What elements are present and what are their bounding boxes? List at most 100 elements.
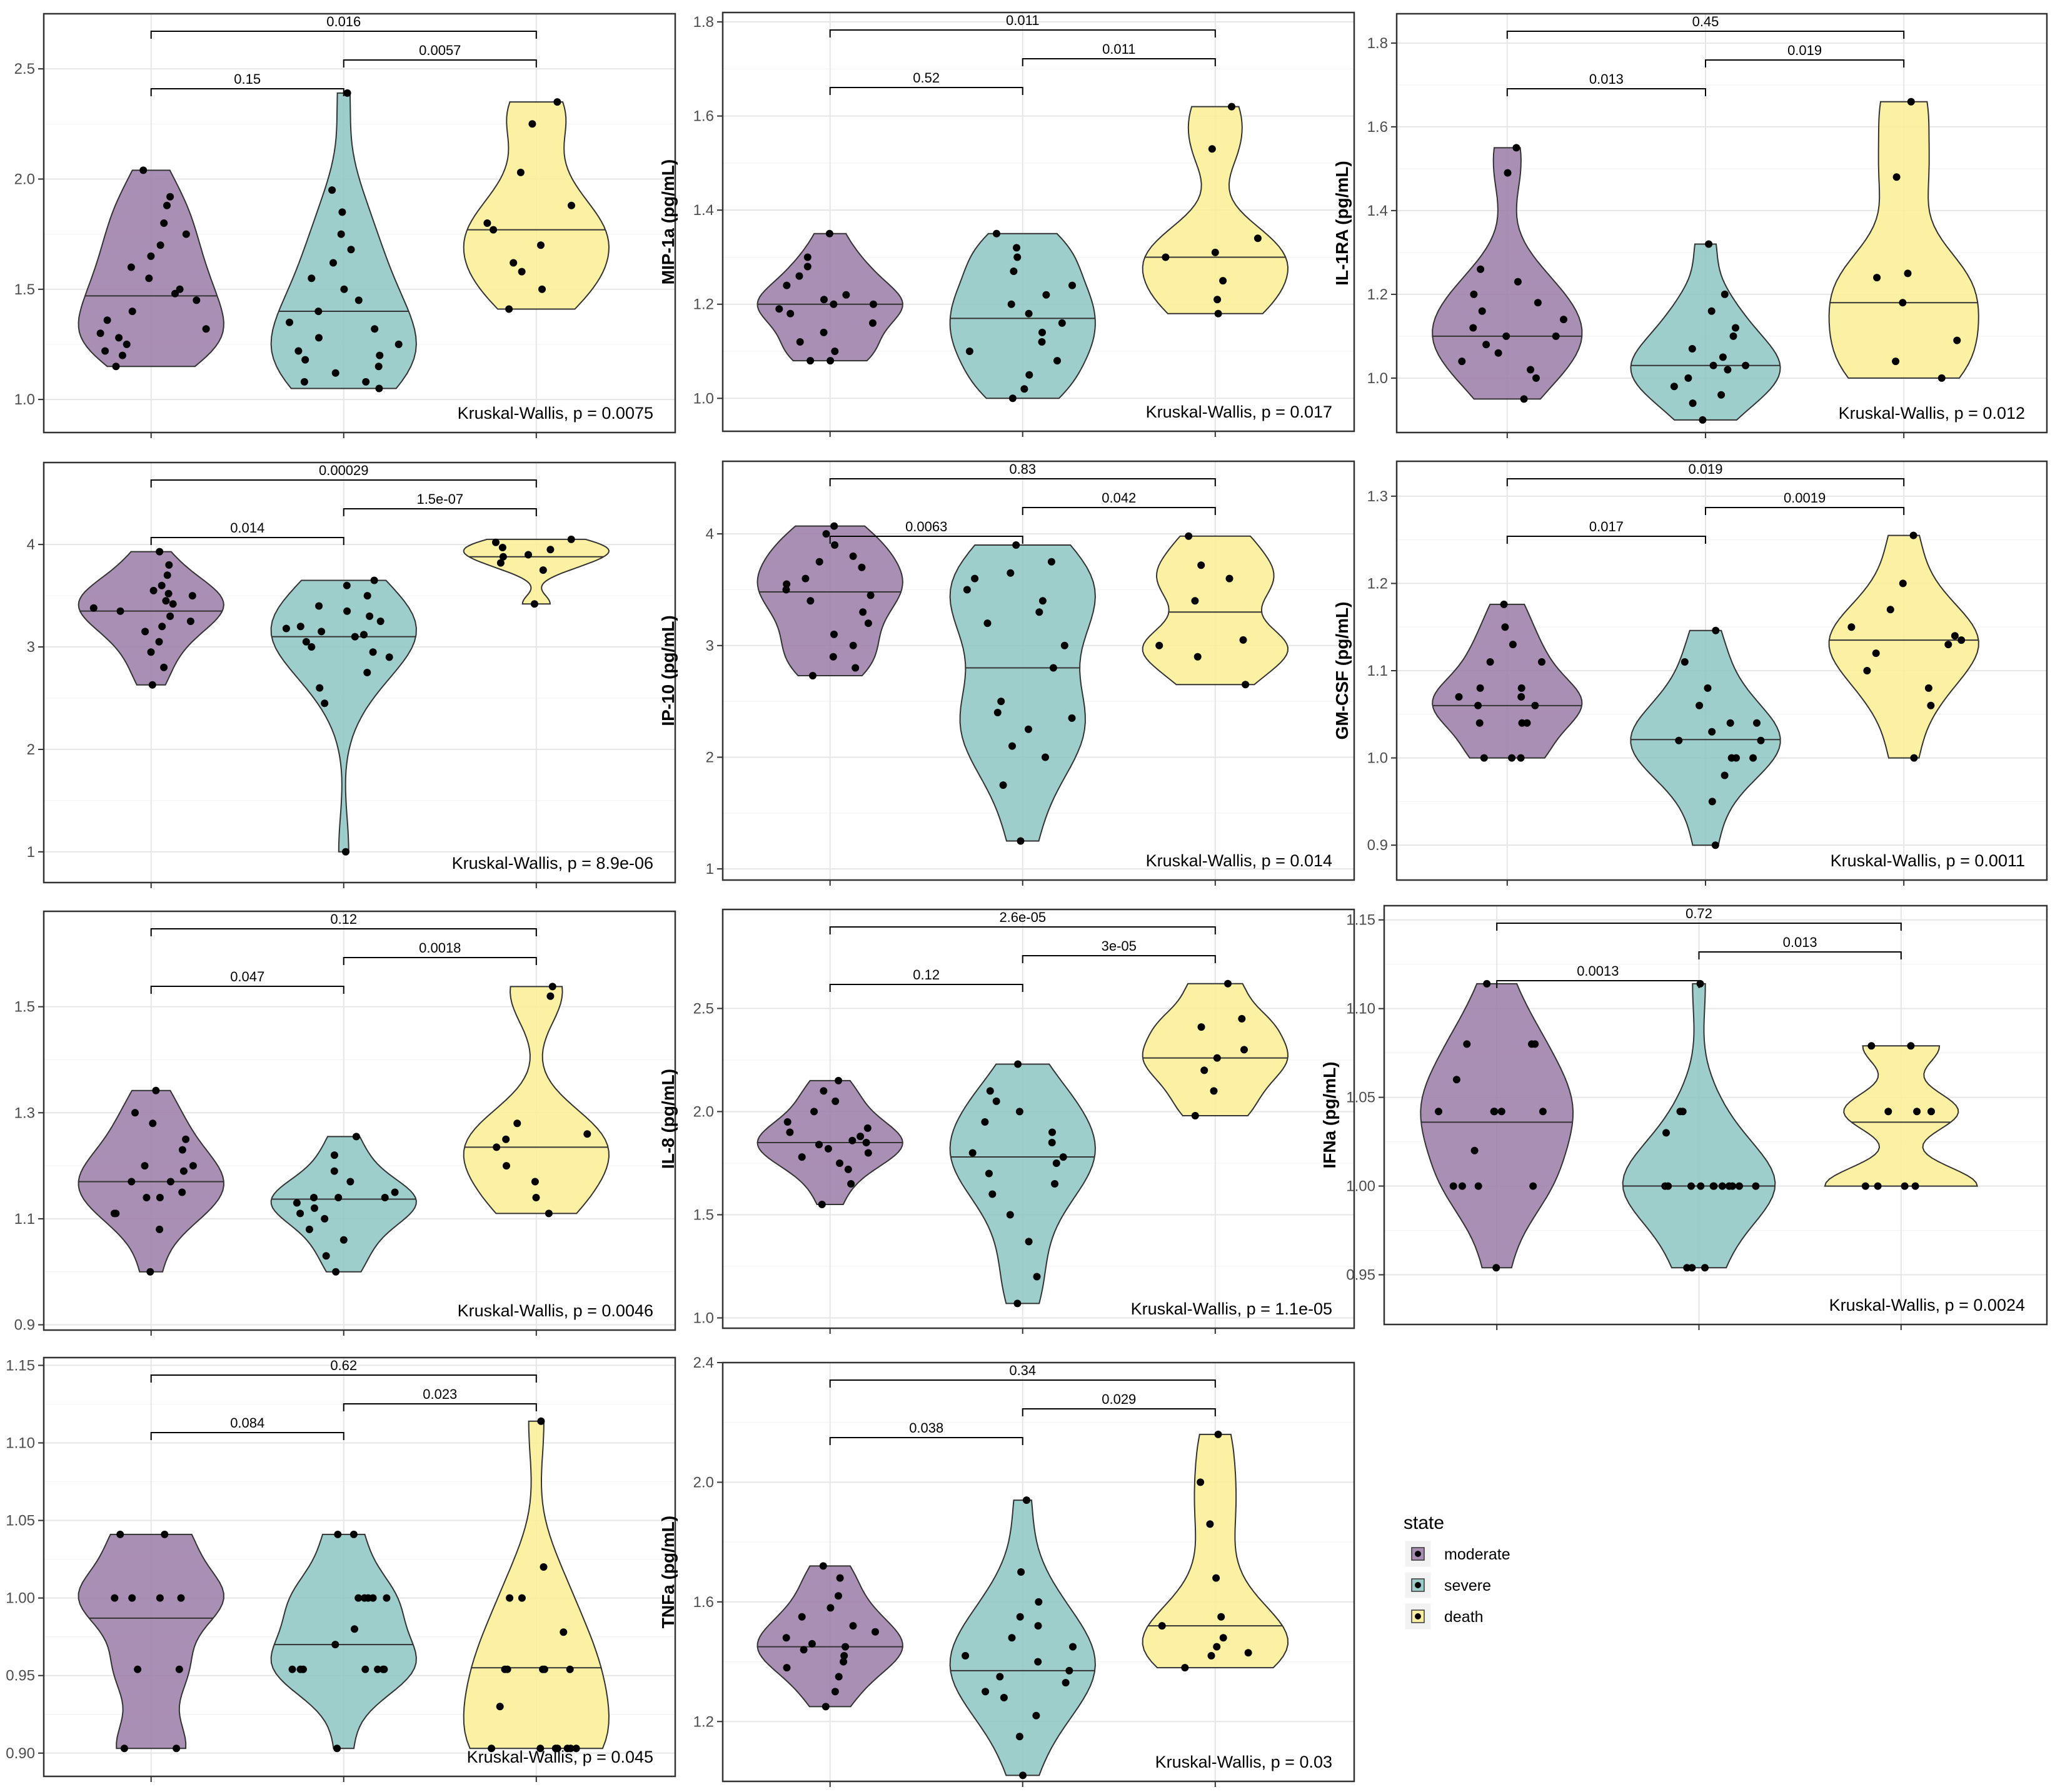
- y-axis-title: GM-CSF (pg/mL): [1332, 602, 1352, 740]
- data-point-moderate: [175, 1665, 183, 1673]
- comparison-p-value: 0.011: [1006, 13, 1039, 28]
- comparison-bracket: [150, 479, 537, 488]
- data-point-severe: [997, 698, 1005, 706]
- data-point-death: [1239, 636, 1247, 644]
- data-point-severe: [310, 1194, 318, 1201]
- y-tick-label: 0.95: [1346, 1267, 1375, 1284]
- data-point-death: [498, 544, 506, 551]
- data-point-moderate: [849, 1622, 857, 1630]
- comparison-bracket: [829, 478, 1216, 486]
- comparison-bracket: [1705, 59, 1905, 68]
- data-point-moderate: [182, 230, 190, 238]
- data-point-moderate: [188, 592, 196, 600]
- data-point-death: [1224, 979, 1232, 988]
- data-point-death: [1873, 274, 1881, 282]
- data-point-moderate: [842, 291, 850, 299]
- comparison-p-value: 0.83: [1009, 461, 1036, 477]
- data-point-severe: [362, 378, 370, 386]
- data-point-moderate: [872, 1628, 879, 1636]
- data-point-death: [532, 1194, 540, 1201]
- data-point-moderate: [786, 309, 795, 318]
- data-point-moderate: [858, 563, 866, 571]
- kruskal-wallis-label: Kruskal-Wallis, p = 8.9e-06: [452, 854, 653, 873]
- kruskal-wallis-label: Kruskal-Wallis, p = 0.0075: [458, 404, 653, 423]
- data-point-moderate: [840, 1658, 848, 1666]
- data-point-severe: [992, 1097, 1000, 1105]
- data-point-moderate: [1486, 658, 1494, 666]
- violin-death: [1828, 101, 1979, 379]
- data-point-death: [1927, 1108, 1935, 1116]
- data-point-moderate: [160, 219, 168, 227]
- data-point-moderate: [1449, 1182, 1457, 1190]
- data-point-severe: [1726, 719, 1734, 727]
- y-tick-label: 0.9: [14, 1317, 35, 1334]
- comparison-p-value: 0.12: [913, 967, 940, 983]
- data-point-moderate: [835, 1673, 843, 1681]
- comparison-p-value: 0.45: [1692, 14, 1719, 29]
- data-point-severe: [321, 1214, 329, 1223]
- panel-11: 0.038 0.029 0.34 1.2 1.6 2.0 2.4 TNFa (pg/mL) Kr…: [658, 1354, 1355, 1787]
- data-point-moderate: [128, 1178, 136, 1186]
- comparison-bracket: [1496, 980, 1700, 988]
- data-point-moderate: [800, 1646, 808, 1654]
- data-point-moderate: [819, 1562, 827, 1570]
- data-point-severe: [282, 624, 290, 633]
- comparison-p-value: 0.029: [1102, 1391, 1136, 1407]
- panel-border: [721, 460, 1355, 881]
- data-point-death: [540, 1563, 548, 1571]
- data-point-death: [488, 1744, 496, 1753]
- data-point-severe: [1688, 345, 1696, 353]
- violin-moderate: [78, 551, 224, 686]
- data-point-death: [531, 1178, 539, 1186]
- data-point-moderate: [169, 600, 177, 608]
- data-point-death: [1240, 1046, 1248, 1054]
- panel-border: [43, 1356, 676, 1778]
- data-point-severe: [971, 574, 979, 583]
- data-point-death: [536, 1744, 545, 1753]
- data-point-moderate: [202, 325, 210, 333]
- comparison-p-value: 0.011: [1102, 41, 1135, 57]
- y-tick-label: 1.1: [1367, 663, 1388, 679]
- data-point-death: [1242, 681, 1250, 689]
- data-point-moderate: [836, 1159, 843, 1167]
- panel-8: 0.12 3e-05 2.6e-05 1.0 1.5 2.0 2.5 IL-8 (pg/mL)…: [658, 908, 1355, 1334]
- comparison-p-value: 0.047: [230, 969, 264, 984]
- data-point-severe: [360, 631, 368, 639]
- data-point-severe: [328, 186, 336, 194]
- data-point-death: [566, 1744, 575, 1753]
- data-point-death: [492, 538, 500, 546]
- data-point-death: [1206, 1520, 1214, 1528]
- kruskal-wallis-label: Kruskal-Wallis, p = 0.0024: [1829, 1296, 2025, 1314]
- data-point-moderate: [827, 1604, 835, 1612]
- data-point-severe: [334, 1194, 343, 1201]
- data-point-death: [502, 1135, 510, 1143]
- data-point-moderate: [1500, 600, 1508, 608]
- data-point-moderate: [1527, 366, 1535, 374]
- data-point-severe: [330, 1151, 338, 1159]
- data-point-moderate: [1509, 641, 1517, 649]
- data-point-moderate: [116, 1530, 124, 1538]
- data-point-moderate: [859, 608, 867, 616]
- data-point-moderate: [848, 1136, 857, 1144]
- data-point-severe: [296, 1665, 304, 1673]
- data-point-death: [572, 1744, 580, 1753]
- data-point-death: [503, 1162, 510, 1170]
- data-point-severe: [993, 229, 1000, 238]
- data-point-severe: [294, 347, 303, 355]
- panel-5: 0.0063 0.042 0.83 1 2 3 4 IP-10 (pg/mL) Kruskal-…: [658, 460, 1355, 886]
- data-point-severe: [301, 356, 309, 364]
- data-point-moderate: [176, 285, 184, 293]
- data-point-death: [537, 1417, 545, 1425]
- y-tick-label: 1.0: [693, 390, 714, 407]
- data-point-severe: [381, 1194, 389, 1201]
- data-point-moderate: [835, 1076, 843, 1084]
- data-point-death: [1901, 1182, 1909, 1190]
- data-point-severe: [380, 1665, 388, 1673]
- data-point-severe: [339, 1236, 348, 1244]
- data-point-moderate: [829, 653, 837, 661]
- comparison-p-value: 0.084: [230, 1415, 264, 1431]
- y-tick-label: 1.0: [1367, 370, 1388, 387]
- violin-severe: [1630, 243, 1781, 421]
- data-point-death: [490, 226, 498, 234]
- data-point-severe: [1008, 394, 1017, 403]
